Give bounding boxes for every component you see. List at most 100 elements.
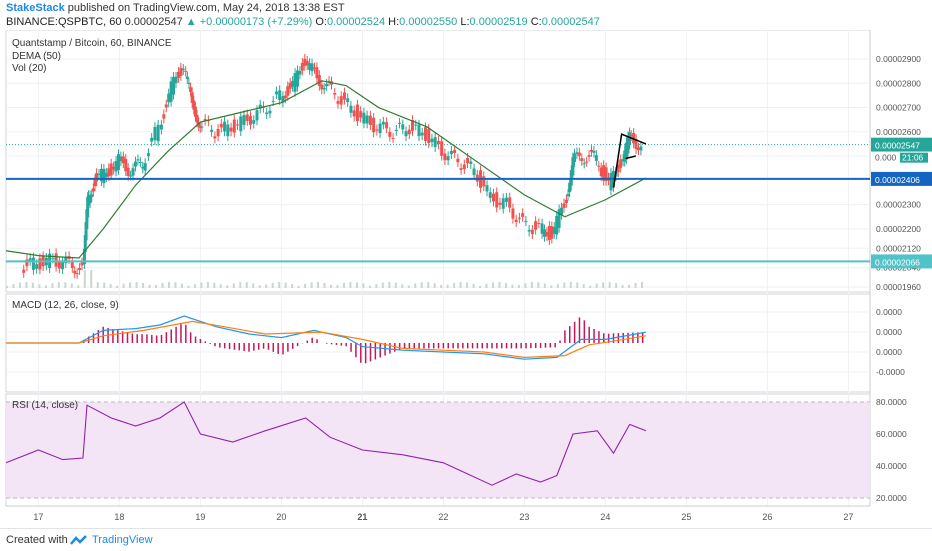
change-arrow-icon: ▲ <box>185 16 197 28</box>
trading-chart[interactable]: 17 18 19 20 21 22 23 24 25 26 27 0.00002900 0.000028… <box>0 30 932 528</box>
volume-bar <box>265 284 268 288</box>
candle-body <box>298 70 302 75</box>
rsi-tick-label: 60.0000 <box>876 429 907 439</box>
x-tick-label: 21 <box>357 512 367 522</box>
volume-bar <box>524 283 527 288</box>
candle-body <box>274 91 278 95</box>
high-value: 0.00002550 <box>399 16 458 28</box>
volume-bar <box>420 282 423 288</box>
candle-body <box>521 213 525 217</box>
volume-bar <box>342 283 345 288</box>
candle-body <box>632 132 636 144</box>
volume-bar <box>375 284 378 288</box>
volume-bar <box>161 283 164 288</box>
candle-body <box>420 132 424 136</box>
candle-body <box>54 253 58 267</box>
rsi-tick-label: 40.0000 <box>876 461 907 471</box>
candle-body <box>172 76 176 95</box>
candle-body <box>167 93 171 103</box>
volume-bar <box>31 282 34 288</box>
candle-body <box>187 83 191 85</box>
candle-body <box>378 123 382 134</box>
candle-body <box>121 156 125 164</box>
volume-bar <box>368 285 371 288</box>
volume-bar <box>245 282 248 288</box>
candle-body <box>547 225 551 241</box>
volume-bar <box>323 282 326 288</box>
candle-body <box>150 137 154 142</box>
candle-body <box>517 217 521 219</box>
candle-body <box>75 273 79 275</box>
x-tick-label: 18 <box>114 512 124 522</box>
candle-body <box>278 90 282 101</box>
candle-body <box>203 119 207 121</box>
volume-bar <box>297 285 300 288</box>
volume-bar <box>530 282 533 288</box>
candle-body <box>25 259 29 267</box>
candle-body <box>404 131 408 137</box>
volume-bar <box>485 283 488 288</box>
candle-body <box>252 120 256 124</box>
volume-bar <box>96 282 99 288</box>
y-tick-label: 0.00001960 <box>876 282 921 292</box>
candle-body <box>619 159 623 168</box>
volume-bar <box>103 282 106 288</box>
candle-body <box>281 96 285 103</box>
volume-bar <box>504 282 507 288</box>
candle-body <box>453 149 457 153</box>
volume-bar <box>38 284 41 288</box>
candle-body <box>320 84 324 90</box>
y-tick-label: 0.00002120 <box>876 243 921 253</box>
candle-body <box>624 142 628 160</box>
quote-header: BINANCE:QSPBTC, 60 0.00002547 ▲ +0.00000… <box>6 16 600 28</box>
candle-body <box>629 134 633 137</box>
candle-body <box>239 116 243 132</box>
candle-body <box>190 92 194 103</box>
candle-body <box>169 81 173 102</box>
volume-bar <box>142 283 145 288</box>
candle-body <box>325 83 329 87</box>
candle-body <box>564 199 568 203</box>
candle-body <box>28 258 32 261</box>
volume-bar <box>252 283 255 288</box>
candle-body <box>587 155 591 157</box>
volume-bar <box>615 283 618 288</box>
candle-body <box>136 159 140 161</box>
candle-body <box>104 172 108 178</box>
candle-body <box>540 223 544 234</box>
volume-bar <box>492 282 494 288</box>
y-tick-label: 0.00002300 <box>876 200 921 210</box>
candle-body <box>198 126 202 128</box>
volume-bar <box>517 285 520 288</box>
candle-body <box>427 129 431 144</box>
candle-body <box>271 100 275 102</box>
volume-bar <box>135 282 138 288</box>
volume-bar <box>232 283 235 288</box>
candle-body <box>443 153 447 161</box>
candle-body <box>124 158 128 172</box>
high-label: H: <box>388 16 400 28</box>
volume-bar <box>459 282 462 288</box>
candle-body <box>162 114 166 119</box>
volume-bar <box>18 282 21 288</box>
candle-body <box>430 138 434 143</box>
published-text: published on TradingView.com, May 24, 20… <box>67 2 345 14</box>
candle-body <box>236 124 240 126</box>
candle-body <box>372 117 376 133</box>
publisher-username[interactable]: StakeStack <box>6 2 65 14</box>
candle-body <box>571 157 575 176</box>
candle-body <box>339 96 343 105</box>
candle-body <box>621 159 625 162</box>
candle-body <box>333 92 337 95</box>
last-price-label: 0.00002547 <box>875 141 920 151</box>
rsi-title: RSI (14, close) <box>12 400 78 411</box>
candle-body <box>87 195 90 206</box>
candle-body <box>555 215 559 235</box>
close-label: C: <box>530 16 542 28</box>
candle-body <box>107 168 111 177</box>
tradingview-brand[interactable]: TradingView <box>92 534 153 546</box>
candle-body <box>109 163 113 176</box>
candle-body <box>327 80 331 82</box>
volume-bar <box>44 285 47 288</box>
volume-bar <box>187 285 190 288</box>
